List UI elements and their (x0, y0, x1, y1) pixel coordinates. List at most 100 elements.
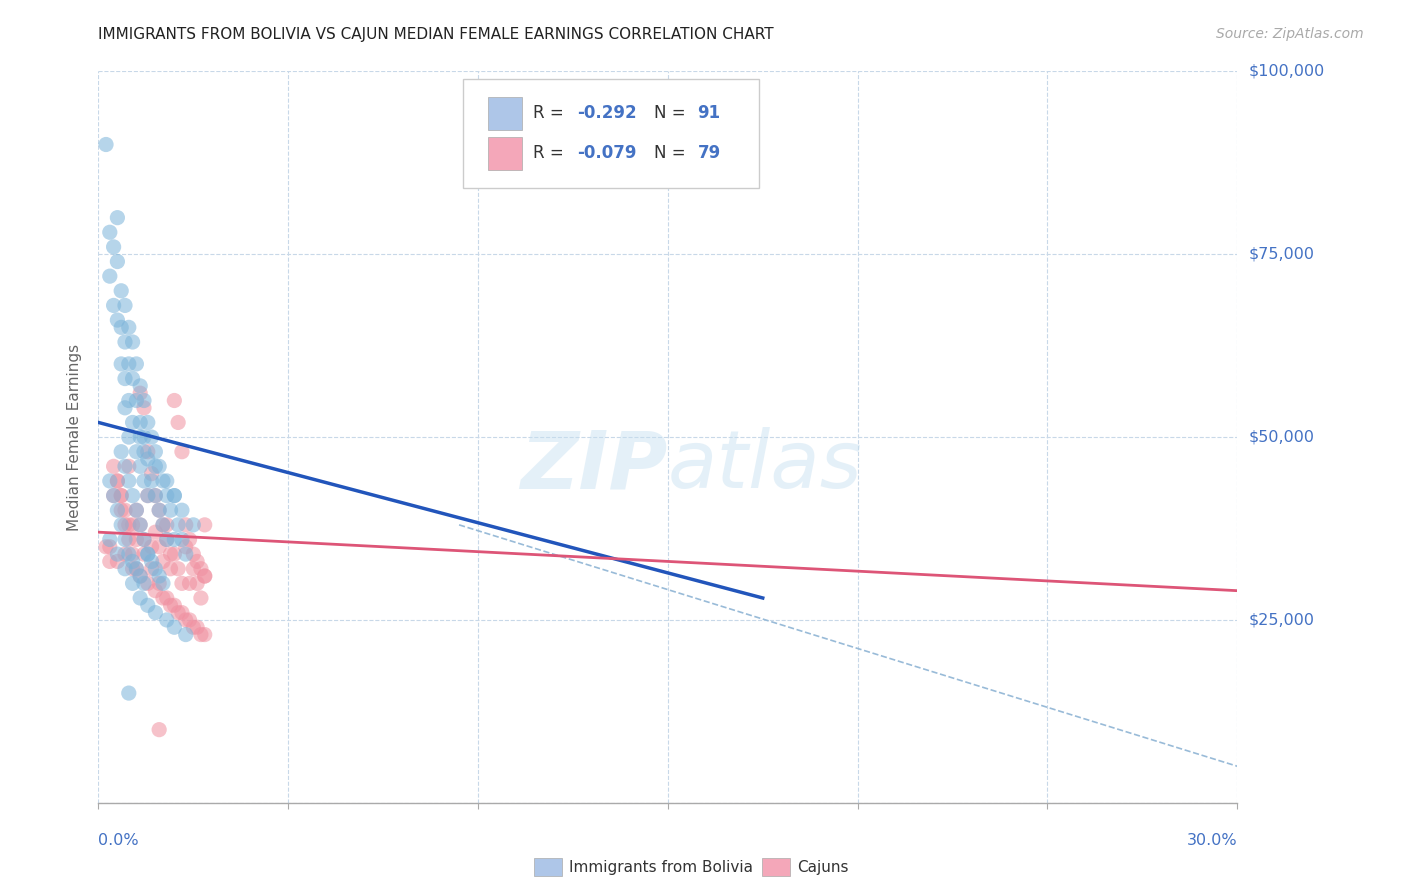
Point (107, 313, 129, 327)
Point (121, 547, 143, 561)
Point (118, 686, 141, 700)
Point (121, 562, 143, 576)
Point (114, 517, 136, 532)
Point (129, 379, 152, 393)
Point (170, 576, 193, 591)
Point (103, 298, 125, 312)
Point (156, 591, 179, 605)
Point (174, 627, 197, 641)
Point (145, 562, 167, 576)
Point (125, 562, 148, 576)
Point (107, 474, 129, 488)
Point (136, 489, 159, 503)
Point (94, 540, 117, 554)
Point (194, 569, 217, 583)
Text: Cajuns: Cajuns (797, 860, 849, 874)
Point (141, 540, 163, 554)
Point (125, 533, 148, 547)
Bar (488, 97, 522, 130)
Text: -0.079: -0.079 (576, 145, 637, 162)
Point (129, 591, 152, 605)
Point (179, 533, 201, 547)
Point (167, 517, 190, 532)
Point (141, 467, 163, 481)
Text: 30.0%: 30.0% (1187, 833, 1237, 848)
Point (98, 533, 121, 547)
Point (186, 554, 208, 568)
Point (152, 517, 174, 532)
Point (132, 401, 155, 415)
Point (183, 620, 205, 634)
Point (118, 430, 141, 444)
Point (194, 517, 217, 532)
Point (121, 371, 143, 385)
Point (110, 517, 132, 532)
Point (148, 576, 170, 591)
Point (132, 474, 155, 488)
Point (94, 137, 117, 152)
Point (136, 547, 159, 561)
Point (136, 547, 159, 561)
Point (156, 489, 179, 503)
Point (145, 606, 167, 620)
Text: ZIP: ZIP (520, 427, 668, 506)
Text: Source: ZipAtlas.com: Source: ZipAtlas.com (1216, 27, 1364, 41)
Point (118, 357, 141, 371)
Text: -0.292: -0.292 (576, 104, 637, 122)
Text: atlas: atlas (668, 427, 863, 506)
Point (136, 416, 159, 430)
Point (132, 533, 155, 547)
Point (186, 576, 208, 591)
Point (159, 547, 181, 561)
Point (148, 459, 170, 474)
FancyBboxPatch shape (463, 78, 759, 188)
Point (103, 489, 125, 503)
Point (129, 569, 152, 583)
Point (145, 489, 167, 503)
Point (129, 569, 152, 583)
Point (148, 569, 170, 583)
Point (163, 547, 186, 561)
Point (174, 540, 197, 554)
Point (121, 334, 143, 349)
Point (183, 562, 205, 576)
Point (174, 613, 197, 627)
Point (190, 562, 212, 576)
Point (118, 474, 141, 488)
Point (98, 540, 121, 554)
Point (110, 284, 132, 298)
Point (125, 503, 148, 517)
Point (156, 613, 179, 627)
Point (132, 576, 155, 591)
Point (170, 533, 193, 547)
Point (107, 254, 129, 268)
Point (156, 533, 179, 547)
Point (107, 211, 129, 225)
Point (107, 554, 129, 568)
Point (159, 599, 181, 613)
Point (110, 444, 132, 458)
Point (141, 562, 163, 576)
Text: N =: N = (654, 145, 692, 162)
Point (148, 540, 170, 554)
Point (107, 474, 129, 488)
Point (103, 240, 125, 254)
Point (163, 393, 186, 408)
Point (114, 503, 136, 517)
Point (156, 517, 179, 532)
Text: $100,000: $100,000 (1249, 64, 1324, 78)
Text: $75,000: $75,000 (1249, 247, 1315, 261)
Point (152, 554, 174, 568)
Point (152, 517, 174, 532)
Point (118, 533, 141, 547)
Point (132, 393, 155, 408)
Point (170, 503, 193, 517)
Point (159, 503, 181, 517)
Point (107, 547, 129, 561)
Point (136, 489, 159, 503)
Text: R =: R = (533, 145, 569, 162)
Point (110, 489, 132, 503)
Point (136, 576, 159, 591)
Text: $25,000: $25,000 (1249, 613, 1315, 627)
Point (136, 452, 159, 467)
